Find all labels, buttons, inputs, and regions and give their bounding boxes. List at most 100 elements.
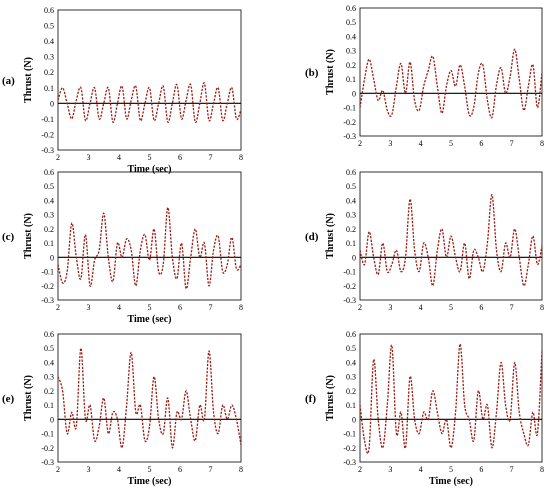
- y-tick-label: 0.6: [346, 4, 356, 13]
- x-tick-label: 3: [87, 153, 91, 162]
- y-tick-label: 0.3: [44, 373, 54, 382]
- x-tick-label: 5: [449, 303, 453, 312]
- x-tick-label: 5: [449, 465, 453, 474]
- plot-frame: [57, 9, 242, 151]
- y-tick-label: 0.2: [346, 225, 356, 234]
- y-tick-label: 0.4: [346, 32, 356, 41]
- x-tick-label: 8: [239, 153, 243, 162]
- y-tick-label: 0: [352, 89, 356, 98]
- x-tick-label: 8: [540, 139, 544, 148]
- y-tick-label: 0.4: [44, 37, 54, 46]
- x-tick-label: 7: [510, 303, 514, 312]
- y-tick-label: -0.2: [41, 444, 54, 453]
- plot-frame: [359, 171, 543, 301]
- y-tick-label: 0.1: [346, 75, 356, 84]
- series-line: [57, 206, 242, 290]
- y-axis-title: Thrust (N): [23, 213, 34, 259]
- x-tick-label: 6: [178, 303, 182, 312]
- chart-panel: -0.3-0.2-0.100.10.20.30.40.50.62 3 4 5 6 7 8Th…: [2, 6, 243, 175]
- y-tick-label: 0: [352, 415, 356, 424]
- y-tick-label: 0.1: [346, 239, 356, 248]
- y-tick-label: -0.3: [343, 458, 356, 467]
- series-line: [359, 343, 543, 455]
- y-tick-label: 0.2: [346, 61, 356, 70]
- x-tick-label: 6: [479, 303, 483, 312]
- y-tick-label: 0.5: [44, 22, 54, 31]
- panel-label: (c): [2, 231, 15, 243]
- x-tick-label: 2: [56, 153, 60, 162]
- x-tick-label: 3: [388, 139, 392, 148]
- y-tick-label: 0: [50, 415, 54, 424]
- y-tick-label: 0.3: [346, 373, 356, 382]
- y-tick-label: 0.1: [44, 84, 54, 93]
- y-tick-label: -0.3: [41, 296, 54, 305]
- chart-panel: -0.3-0.2-0.100.10.20.30.40.50.62 3 4 5 6 7 8Th…: [2, 330, 243, 487]
- y-axis-title: Thrust (N): [325, 49, 336, 95]
- y-axis-title: Thrust (N): [325, 213, 336, 259]
- x-tick-label: 2: [358, 139, 362, 148]
- x-tick-label: 3: [388, 465, 392, 474]
- x-tick-label: 5: [148, 465, 152, 474]
- x-tick-label: 4: [419, 139, 423, 148]
- y-tick-label: -0.1: [343, 430, 356, 439]
- y-tick-label: 0.6: [346, 330, 356, 339]
- y-tick-label: 0.1: [44, 401, 54, 410]
- x-tick-label: 6: [479, 465, 483, 474]
- y-tick-label: 0.5: [44, 182, 54, 191]
- panel-label: (e): [2, 393, 15, 405]
- series-line: [359, 194, 543, 287]
- y-tick-label: 0.1: [44, 239, 54, 248]
- y-tick-label: 0.4: [44, 358, 54, 367]
- x-tick-label: 6: [178, 465, 182, 474]
- x-tick-label: 6: [178, 153, 182, 162]
- chart-panel: -0.3-0.2-0.100.10.20.30.40.50.62 3 4 5 6 7 8Th…: [305, 4, 544, 148]
- y-tick-label: 0.5: [44, 344, 54, 353]
- y-tick-label: -0.1: [41, 115, 54, 124]
- panel-label: (a): [2, 75, 15, 87]
- panel-label: (b): [305, 67, 319, 79]
- y-tick-label: 0.6: [44, 330, 54, 339]
- x-tick-label: 3: [87, 303, 91, 312]
- y-tick-label: 0.5: [346, 344, 356, 353]
- x-tick-label: 8: [239, 303, 243, 312]
- y-tick-label: -0.1: [343, 104, 356, 113]
- x-tick-label: 3: [388, 303, 392, 312]
- x-tick-label: 5: [148, 303, 152, 312]
- y-tick-label: -0.3: [41, 458, 54, 467]
- x-tick-label: 7: [209, 465, 213, 474]
- x-tick-label: 7: [510, 465, 514, 474]
- y-tick-label: 0.3: [346, 211, 356, 220]
- y-tick-label: -0.1: [343, 268, 356, 277]
- x-tick-label: 7: [209, 153, 213, 162]
- x-axis-title: Time (sec): [128, 164, 172, 175]
- series-line: [57, 347, 242, 449]
- y-tick-label: 0: [50, 99, 54, 108]
- plot-frame: [359, 333, 543, 463]
- x-axis-title: Time (sec): [429, 476, 473, 487]
- y-tick-label: -0.1: [41, 430, 54, 439]
- x-tick-label: 8: [239, 465, 243, 474]
- plot-frame: [359, 7, 543, 137]
- x-tick-label: 7: [209, 303, 213, 312]
- x-tick-label: 7: [510, 139, 514, 148]
- x-tick-label: 4: [117, 153, 121, 162]
- y-axis-title: Thrust (N): [325, 375, 336, 421]
- y-tick-label: -0.3: [41, 146, 54, 155]
- y-tick-label: -0.3: [343, 132, 356, 141]
- y-tick-label: -0.2: [343, 118, 356, 127]
- x-tick-label: 6: [479, 139, 483, 148]
- x-tick-label: 2: [358, 303, 362, 312]
- y-tick-label: 0.5: [346, 18, 356, 27]
- y-tick-label: 0.3: [44, 53, 54, 62]
- panel-label: (d): [305, 231, 319, 243]
- y-tick-label: 0.5: [346, 182, 356, 191]
- series-line: [359, 48, 543, 119]
- y-tick-label: -0.2: [343, 282, 356, 291]
- x-tick-label: 4: [419, 465, 423, 474]
- y-tick-label: -0.2: [343, 444, 356, 453]
- y-tick-label: 0.2: [346, 387, 356, 396]
- y-tick-label: 0.2: [44, 387, 54, 396]
- y-axis-title: Thrust (N): [23, 375, 34, 421]
- x-tick-label: 2: [56, 303, 60, 312]
